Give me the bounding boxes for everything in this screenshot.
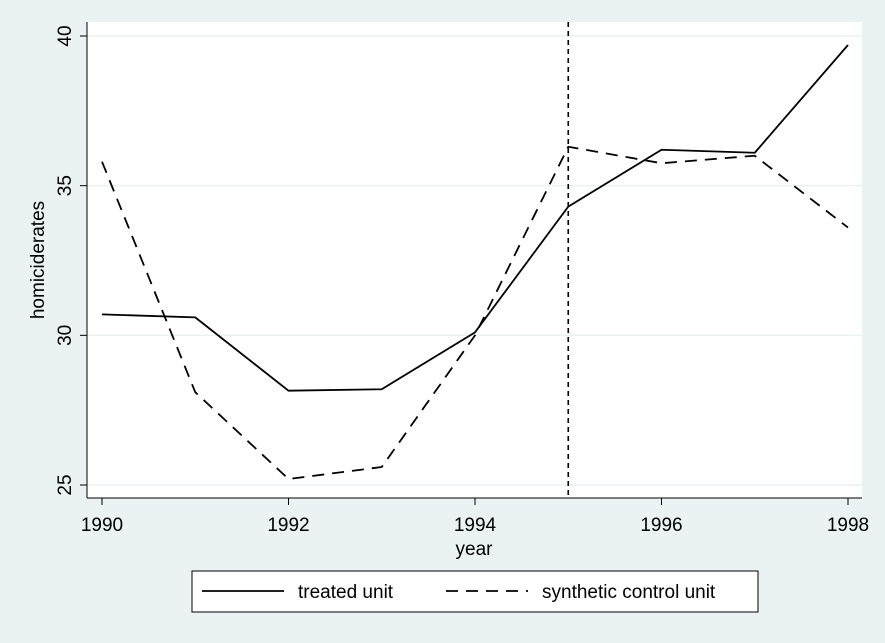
x-tick-label-1998: 1998: [827, 515, 869, 536]
series-line-treated: [101, 44, 849, 392]
x-tick-label-1990: 1990: [81, 515, 123, 536]
x-axis-title: year: [456, 539, 494, 560]
ticks: 25 30 35 40 1990 1992 1994 1996 1998: [55, 25, 869, 536]
legend-label-treated: treated unit: [298, 582, 394, 603]
x-tick-label-1992: 1992: [267, 515, 309, 536]
y-tick-label-25: 25: [55, 474, 76, 495]
x-tick-label-1994: 1994: [454, 515, 497, 536]
y-tick-label-40: 40: [55, 25, 76, 46]
series-lines: [101, 44, 849, 480]
x-tick-label-1996: 1996: [640, 515, 682, 536]
y-tick-label-35: 35: [55, 175, 76, 196]
series-line-synthetic: [101, 145, 849, 480]
y-axis-title: homiciderates: [28, 201, 49, 319]
plot-area: [87, 22, 862, 498]
legend: treated unit synthetic control unit: [191, 570, 759, 613]
legend-label-synthetic: synthetic control unit: [542, 582, 716, 603]
y-tick-label-30: 30: [55, 325, 76, 346]
gridlines: [87, 35, 862, 486]
